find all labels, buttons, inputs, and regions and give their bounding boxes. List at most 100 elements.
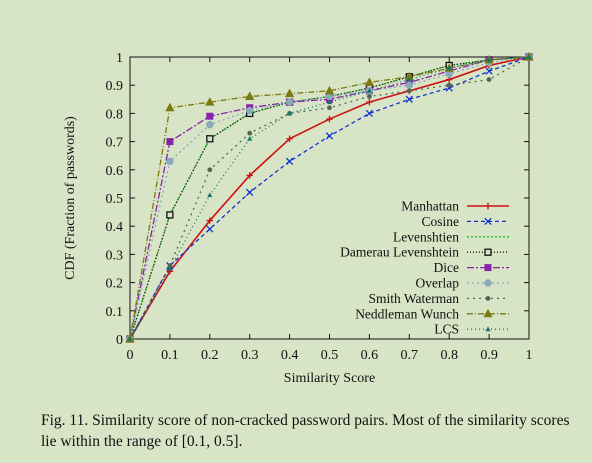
figure-caption: Fig. 11. Similarity score of non-cracked…	[41, 412, 570, 450]
data-point	[166, 211, 174, 219]
y-axis-title: CDF (Fraction of passwords)	[63, 116, 78, 280]
data-point	[366, 98, 373, 106]
y-tick-label: 0.2	[106, 277, 124, 292]
legend-entry: Manhattan	[401, 199, 509, 214]
series-line	[129, 56, 530, 340]
y-tick-label: 0.6	[106, 164, 124, 179]
legend-swatch-marker	[485, 296, 491, 301]
legend-entry: Damerau Levenshtein	[340, 245, 509, 260]
data-point	[365, 109, 374, 118]
data-point	[286, 135, 293, 142]
data-point	[165, 102, 175, 112]
x-tick-label: 0.1	[161, 348, 179, 363]
y-tick-label: 0.1	[106, 305, 124, 320]
y-tick-label: 0.4	[106, 220, 124, 235]
x-tick-label: 0.8	[440, 348, 458, 363]
legend-swatch-marker	[485, 326, 491, 332]
similarity-cdf-chart: 0 0.1 0.2 0.3 0.4 0.5 0.6 0.7 0.8 0.9 1 0 0.1 0.2 0.3 0…	[63, 51, 534, 386]
data-point	[285, 157, 294, 165]
x-tick-label: 0.2	[201, 348, 219, 363]
data-point	[166, 157, 174, 166]
data-point	[247, 135, 253, 141]
data-point	[446, 82, 452, 88]
legend-entry: Cosine	[421, 214, 509, 229]
legend-label: Overlap	[416, 276, 460, 291]
data-point	[446, 65, 452, 71]
data-point	[406, 88, 412, 94]
legend-label: Cosine	[421, 214, 459, 229]
y-tick-label: 1	[116, 51, 123, 66]
data-point	[366, 88, 372, 93]
data-point	[325, 132, 334, 140]
x-tick-label: 0.9	[480, 348, 498, 363]
legend-label: Smith Waterman	[368, 291, 459, 306]
data-point	[486, 77, 492, 82]
x-tick-label: 0	[127, 348, 134, 363]
y-tick-label: 0.8	[106, 107, 124, 122]
y-tick-label: 0	[116, 333, 123, 348]
x-tick-label: 0.4	[281, 348, 299, 363]
legend-swatch-marker	[484, 248, 492, 256]
data-point	[324, 85, 335, 95]
data-point	[246, 172, 253, 179]
y-tick-label: 0.9	[106, 79, 124, 94]
data-point	[405, 81, 413, 89]
data-point	[206, 120, 214, 129]
legend-swatch-marker	[483, 308, 493, 318]
data-point	[367, 94, 372, 99]
data-point	[405, 95, 413, 103]
data-point	[245, 91, 255, 100]
y-tick-label: 0.3	[106, 248, 124, 263]
data-point	[206, 135, 214, 143]
legend-entry: Overlap	[416, 276, 509, 291]
x-tick-label: 1	[526, 348, 533, 363]
x-tick-label: 0.3	[241, 348, 259, 363]
data-point	[205, 97, 215, 106]
series-lcs	[127, 54, 532, 341]
data-point	[206, 225, 214, 233]
data-point	[246, 188, 254, 197]
data-point	[485, 67, 493, 75]
legend-swatch-marker	[484, 264, 492, 272]
x-tick-label: 0.6	[361, 348, 379, 363]
data-point	[285, 98, 294, 106]
data-point	[247, 130, 253, 136]
data-point	[406, 76, 412, 82]
y-tick-label: 0.7	[106, 136, 124, 151]
data-point	[486, 57, 492, 62]
data-point	[326, 115, 333, 123]
legend-entry: Dice	[434, 260, 509, 275]
legend-entry: LCS	[434, 322, 509, 337]
data-point	[207, 167, 213, 173]
legend-entry: Smith Waterman	[368, 291, 509, 306]
data-point	[364, 77, 375, 86]
legend-swatch-marker	[484, 202, 492, 210]
data-point	[167, 263, 173, 269]
legend-label: Damerau Levenshtein	[340, 245, 459, 260]
data-point	[526, 54, 532, 59]
data-point	[167, 265, 173, 271]
data-point	[206, 112, 214, 120]
data-point	[206, 217, 213, 224]
legend-swatch-marker	[484, 217, 492, 226]
series-line	[129, 56, 530, 340]
data-point	[284, 88, 295, 98]
data-point	[166, 138, 174, 146]
x-tick-label: 0.5	[321, 348, 339, 363]
legend-label: LCS	[434, 322, 459, 337]
legend-label: Neddleman Wunch	[355, 306, 459, 321]
data-point	[127, 336, 133, 341]
data-point	[327, 105, 332, 111]
data-point	[246, 106, 254, 115]
data-point	[287, 110, 293, 116]
legend-label: Levenshtien	[393, 229, 459, 244]
x-axis-title: Similarity Score	[284, 371, 375, 386]
data-point	[207, 192, 213, 198]
legend-label: Manhattan	[401, 199, 459, 214]
data-point	[326, 99, 333, 105]
legend-entry: Levenshtien	[393, 229, 509, 244]
series-overlap	[126, 53, 533, 343]
legend-label: Dice	[434, 260, 459, 275]
legend-swatch-marker	[484, 279, 492, 287]
y-tick-label: 0.5	[106, 192, 124, 207]
